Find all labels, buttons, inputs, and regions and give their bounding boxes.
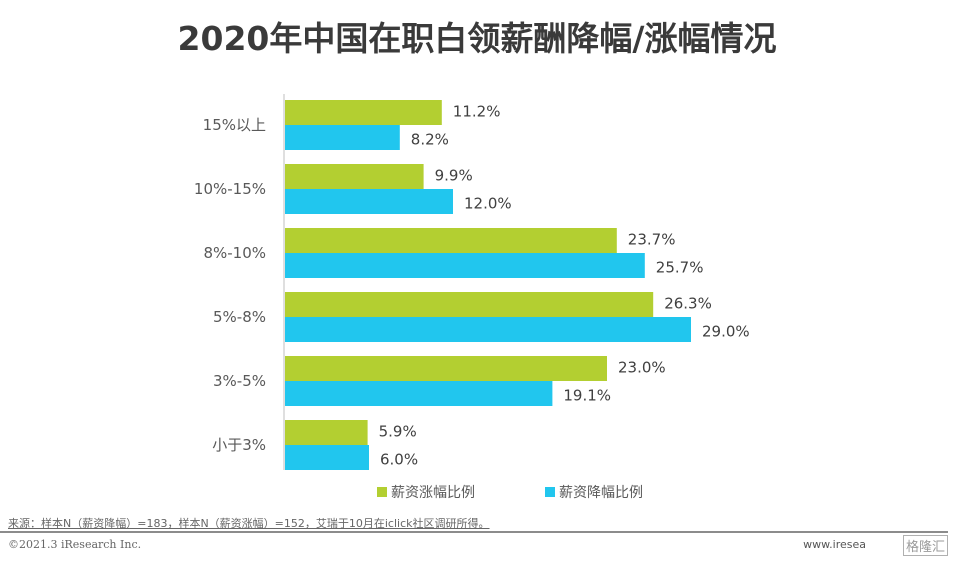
legend-item-increase: 薪资涨幅比例 xyxy=(377,482,475,502)
data-label-increase: 26.3% xyxy=(664,295,712,313)
data-label-increase: 11.2% xyxy=(453,103,501,121)
watermark-logo: 格隆汇 xyxy=(902,535,948,556)
legend-label-increase: 薪资涨幅比例 xyxy=(391,485,475,501)
data-label-decrease: 8.2% xyxy=(411,131,449,149)
category-label: 15%以上 xyxy=(203,116,266,134)
data-label-increase: 23.7% xyxy=(628,231,676,249)
category-label: 小于3% xyxy=(212,436,266,454)
data-label-decrease: 29.0% xyxy=(702,323,750,341)
category-label: 8%-10% xyxy=(203,244,266,262)
bar-increase xyxy=(285,228,617,253)
data-label-decrease: 19.1% xyxy=(563,387,611,405)
category-label: 5%-8% xyxy=(213,308,266,326)
data-label-increase: 5.9% xyxy=(379,423,417,441)
source-note: 来源：样本N（薪资降幅）=183，样本N（薪资涨幅）=152，艾瑞于10月在ic… xyxy=(8,517,490,530)
legend-swatch-increase xyxy=(377,487,387,497)
bar-decrease xyxy=(285,125,400,150)
category-label: 3%-5% xyxy=(213,372,266,390)
legend-label-decrease: 薪资降幅比例 xyxy=(559,485,643,501)
legend-swatch-decrease xyxy=(545,487,555,497)
bar-decrease xyxy=(285,253,645,278)
data-label-increase: 23.0% xyxy=(618,359,666,377)
bar-increase xyxy=(285,292,654,317)
chart-title: 2020年中国在职白领薪酬降幅/涨幅情况 xyxy=(177,19,777,58)
copyright: ©2021.3 iResearch Inc. xyxy=(8,538,142,551)
bar-increase xyxy=(285,100,442,125)
data-label-decrease: 12.0% xyxy=(464,195,512,213)
footer-divider xyxy=(0,531,948,533)
bar-increase xyxy=(285,164,424,189)
legend-item-decrease: 薪资降幅比例 xyxy=(545,482,643,502)
bar-increase xyxy=(285,356,607,381)
data-label-decrease: 25.7% xyxy=(656,259,704,277)
data-label-increase: 9.9% xyxy=(435,167,473,185)
bar-decrease xyxy=(285,317,691,342)
bar-increase xyxy=(285,420,368,445)
bar-decrease xyxy=(285,189,453,214)
data-label-decrease: 6.0% xyxy=(380,451,418,469)
bar-decrease xyxy=(285,445,369,470)
website-link: www.iresea xyxy=(803,538,866,551)
category-label: 10%-15% xyxy=(194,180,266,198)
bar-decrease xyxy=(285,381,553,406)
